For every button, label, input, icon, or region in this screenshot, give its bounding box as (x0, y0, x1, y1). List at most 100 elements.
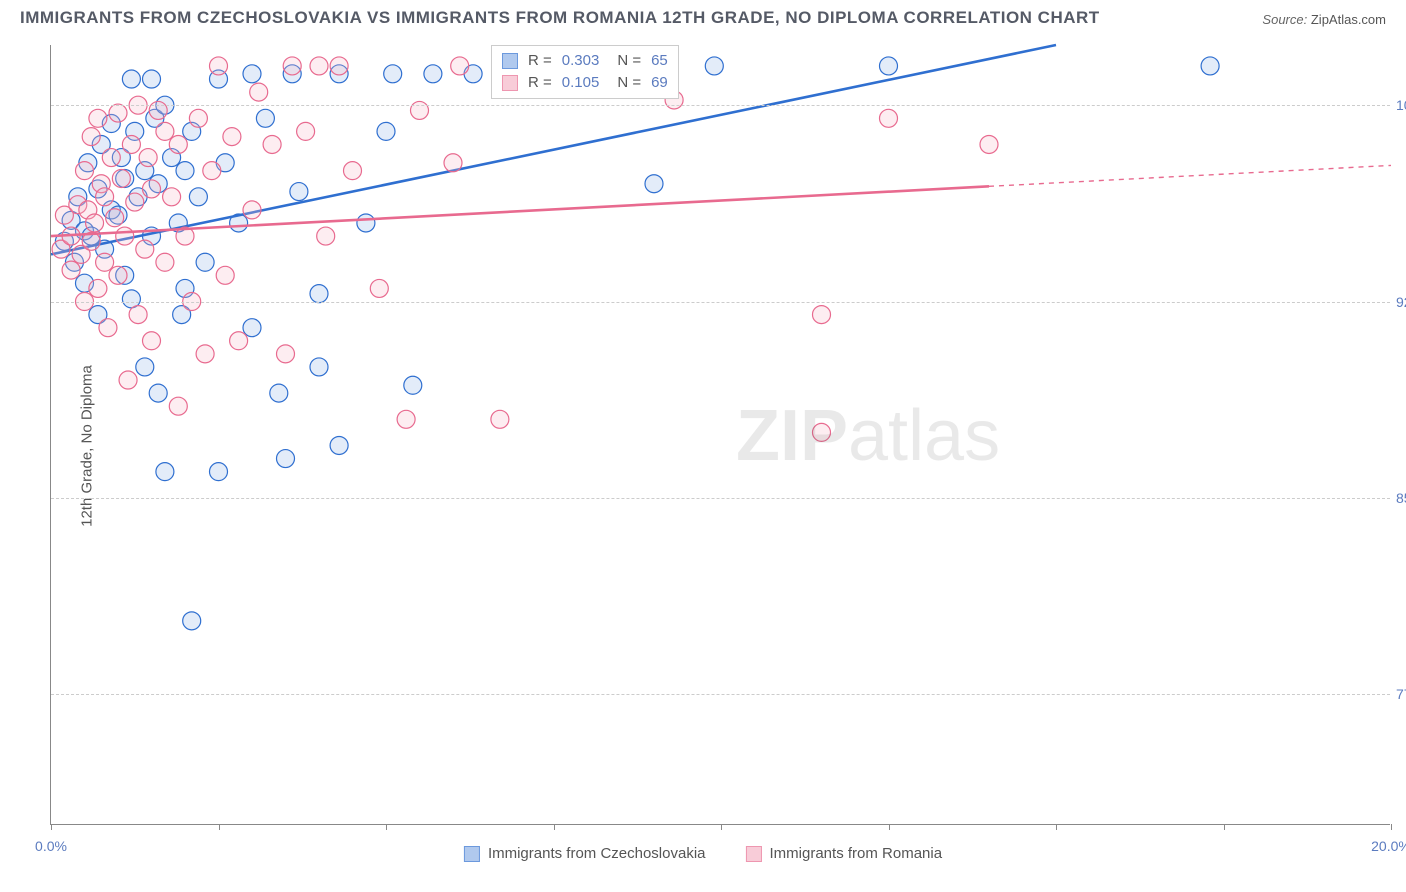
scatter-point (404, 376, 422, 394)
bottom-legend-item: Immigrants from Czechoslovakia (464, 845, 706, 862)
scatter-point (176, 162, 194, 180)
scatter-point (813, 306, 831, 324)
legend-swatch (464, 846, 480, 862)
scatter-point (290, 183, 308, 201)
x-tick (219, 824, 220, 830)
scatter-point (243, 319, 261, 337)
scatter-point (270, 384, 288, 402)
scatter-point (310, 57, 328, 75)
scatter-point (310, 358, 328, 376)
x-tick (554, 824, 555, 830)
scatter-point (370, 279, 388, 297)
x-tick-label: 0.0% (35, 838, 67, 854)
trend-line-ext (989, 165, 1391, 186)
scatter-point (163, 188, 181, 206)
gridline-h (51, 694, 1390, 695)
scatter-point (377, 122, 395, 140)
source-value: ZipAtlas.com (1311, 12, 1386, 27)
scatter-point (980, 135, 998, 153)
scatter-point (156, 463, 174, 481)
chart-container: IMMIGRANTS FROM CZECHOSLOVAKIA VS IMMIGR… (0, 0, 1406, 892)
scatter-point (216, 266, 234, 284)
scatter-point (223, 128, 241, 146)
scatter-point (330, 436, 348, 454)
gridline-h (51, 105, 1390, 106)
legend-r-label: R = (528, 50, 552, 72)
scatter-point (109, 266, 127, 284)
scatter-point (139, 149, 157, 167)
y-tick-label: 85.0% (1396, 490, 1406, 506)
scatter-point (149, 384, 167, 402)
corr-legend-row: R =0.303N =65 (502, 50, 668, 72)
y-tick-label: 92.5% (1396, 294, 1406, 310)
scatter-point (250, 83, 268, 101)
scatter-point (106, 209, 124, 227)
scatter-point (880, 109, 898, 127)
scatter-point (169, 135, 187, 153)
scatter-point (491, 410, 509, 428)
scatter-point (189, 188, 207, 206)
x-tick (1224, 824, 1225, 830)
legend-r-value: 0.303 (562, 50, 600, 72)
legend-n-value: 69 (651, 72, 668, 94)
scatter-point (813, 423, 831, 441)
x-tick (1391, 824, 1392, 830)
legend-swatch (502, 53, 518, 69)
scatter-point (109, 104, 127, 122)
scatter-point (156, 122, 174, 140)
scatter-point (119, 371, 137, 389)
scatter-point (210, 463, 228, 481)
scatter-point (880, 57, 898, 75)
scatter-point (645, 175, 663, 193)
scatter-point (384, 65, 402, 83)
scatter-point (96, 188, 114, 206)
scatter-point (230, 332, 248, 350)
scatter-point (143, 180, 161, 198)
scatter-point (196, 345, 214, 363)
scatter-point (344, 162, 362, 180)
scatter-point (89, 279, 107, 297)
scatter-point (76, 162, 94, 180)
scatter-point (357, 214, 375, 232)
scatter-point (277, 345, 295, 363)
legend-swatch (502, 75, 518, 91)
x-tick-label: 20.0% (1371, 838, 1406, 854)
scatter-point (189, 109, 207, 127)
scatter-point (705, 57, 723, 75)
scatter-point (263, 135, 281, 153)
scatter-point (169, 397, 187, 415)
scatter-point (397, 410, 415, 428)
legend-n-label: N = (617, 72, 641, 94)
scatter-point (243, 201, 261, 219)
scatter-point (89, 109, 107, 127)
corr-legend-row: R =0.105N =69 (502, 72, 668, 94)
scatter-point (317, 227, 335, 245)
scatter-point (183, 612, 201, 630)
y-tick-label: 77.5% (1396, 686, 1406, 702)
scatter-point (411, 101, 429, 119)
gridline-h (51, 498, 1390, 499)
y-tick-label: 100.0% (1396, 97, 1406, 113)
scatter-point (277, 450, 295, 468)
legend-r-label: R = (528, 72, 552, 94)
scatter-point (143, 332, 161, 350)
scatter-point (122, 70, 140, 88)
legend-series-name: Immigrants from Romania (770, 845, 943, 862)
legend-series-name: Immigrants from Czechoslovakia (488, 845, 706, 862)
x-tick (1056, 824, 1057, 830)
correlation-legend: R =0.303N =65R =0.105N =69 (491, 45, 679, 99)
scatter-point (129, 306, 147, 324)
x-tick (386, 824, 387, 830)
source-credit: Source: ZipAtlas.com (1262, 12, 1386, 27)
scatter-point (256, 109, 274, 127)
x-tick (721, 824, 722, 830)
scatter-point (116, 227, 134, 245)
legend-n-value: 65 (651, 50, 668, 72)
scatter-point (451, 57, 469, 75)
scatter-point (102, 149, 120, 167)
scatter-point (112, 169, 130, 187)
plot-svg (51, 45, 1390, 824)
plot-area: ZIPatlas R =0.303N =65R =0.105N =69 100.… (50, 45, 1390, 825)
scatter-point (99, 319, 117, 337)
source-label: Source: (1262, 12, 1307, 27)
